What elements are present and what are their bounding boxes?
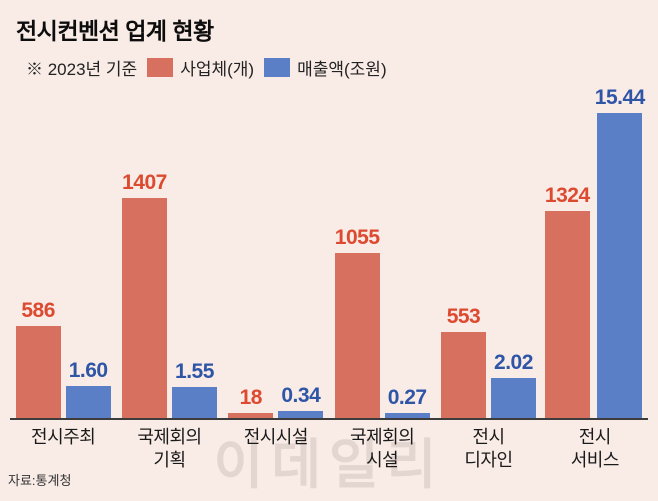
x-axis-label: 국제회의 시설 bbox=[350, 427, 415, 470]
bar-column: 0.27 bbox=[384, 386, 430, 418]
plot-area: 586 1.60 1407 1.55 18 0.34 1055 0.27 553 2.02 1324… bbox=[10, 82, 648, 420]
bar-column: 1407 bbox=[121, 171, 167, 418]
businesses-bar bbox=[121, 198, 167, 418]
legend-label-revenue: 매출액(조원) bbox=[297, 60, 387, 79]
value-label: 1.55 bbox=[175, 360, 214, 383]
bar-group: 1407 1.55 bbox=[116, 171, 222, 418]
value-label: 1.60 bbox=[68, 359, 108, 382]
businesses-bar bbox=[15, 326, 61, 418]
businesses-bar bbox=[228, 413, 274, 418]
bar-column: 1324 bbox=[544, 184, 590, 418]
revenue-bar bbox=[597, 113, 643, 418]
revenue-bar bbox=[278, 411, 324, 418]
bar-group: 18 0.34 bbox=[223, 384, 329, 418]
bar-group: 1324 15.44 bbox=[542, 86, 648, 418]
legend-item-revenue: 매출액(조원) bbox=[264, 55, 387, 80]
value-label: 1407 bbox=[122, 171, 167, 194]
value-label: 586 bbox=[21, 299, 55, 322]
value-label: 2.02 bbox=[494, 351, 533, 374]
blue-swatch-icon bbox=[264, 58, 291, 77]
bar-column: 1055 bbox=[334, 226, 380, 418]
x-axis-label: 국제회의 기획 bbox=[137, 427, 202, 470]
businesses-bar bbox=[334, 253, 380, 418]
bar-column: 18 bbox=[228, 386, 274, 418]
revenue-bar bbox=[384, 413, 430, 418]
x-axis-label: 전시 서비스 bbox=[570, 427, 620, 470]
value-label: 0.34 bbox=[281, 384, 321, 407]
bar-group: 586 1.60 bbox=[10, 299, 116, 418]
bar-column: 553 bbox=[440, 305, 486, 418]
businesses-bar bbox=[544, 211, 590, 418]
source-note: 자료:통계청 bbox=[8, 473, 72, 488]
value-label: 0.27 bbox=[387, 386, 427, 409]
x-axis-label: 전시주최 bbox=[31, 427, 96, 447]
legend-note: ※ 2023년 기준 bbox=[26, 60, 138, 79]
x-axis-labels: 전시주최 국제회의 기획 전시시설 국제회의 시설 전시 디자인 전시 서비스 bbox=[10, 426, 648, 471]
value-label: 553 bbox=[446, 305, 481, 328]
bar-column: 586 bbox=[15, 299, 61, 418]
value-label: 1055 bbox=[334, 226, 380, 249]
x-axis-label: 전시시설 bbox=[243, 427, 309, 447]
bar-column: 1.55 bbox=[171, 360, 217, 418]
red-swatch-icon bbox=[147, 58, 174, 77]
revenue-bar bbox=[490, 378, 536, 418]
bar-group: 1055 0.27 bbox=[329, 226, 435, 418]
revenue-bar bbox=[171, 387, 217, 418]
x-axis-label: 전시 디자인 bbox=[464, 427, 513, 470]
value-label: 18 bbox=[239, 386, 263, 409]
businesses-bar bbox=[440, 332, 486, 418]
revenue-bar bbox=[65, 386, 111, 418]
bar-column: 0.34 bbox=[278, 384, 324, 418]
legend-label-businesses: 사업체(개) bbox=[180, 60, 255, 79]
value-label: 15.44 bbox=[594, 86, 646, 109]
legend-item-businesses: 사업체(개) bbox=[147, 55, 254, 80]
bar-column: 15.44 bbox=[595, 86, 645, 418]
bar-column: 1.60 bbox=[65, 359, 111, 418]
chart-legend: ※ 2023년 기준 사업체(개) 매출액(조원) bbox=[26, 55, 658, 80]
value-label: 1324 bbox=[544, 184, 590, 207]
page-title: 전시컨벤션 업계 현황 bbox=[16, 18, 214, 44]
bar-column: 2.02 bbox=[490, 351, 536, 418]
bar-group: 553 2.02 bbox=[435, 305, 541, 418]
